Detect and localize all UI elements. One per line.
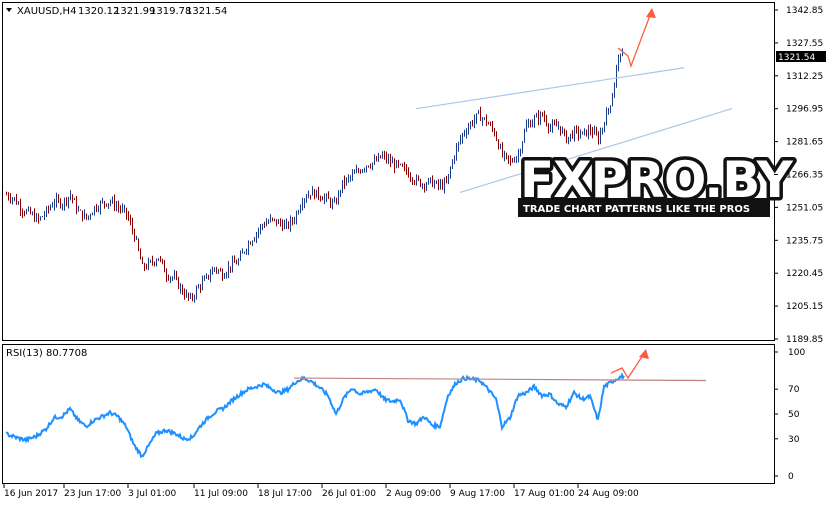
x-tick-label: 3 Jul 01:00 [128,489,177,499]
y-tick-label: 1281.65 [786,138,823,148]
price-tag-box [776,51,826,62]
ohlc-high: 1321.99 [114,6,155,17]
channel-upper-line[interactable] [415,67,685,110]
rsi-arrowhead-icon [639,349,649,359]
x-tick-label: 23 Jun 17:00 [64,489,121,499]
rsi-tick-label: 100 [788,348,805,358]
ohlc-low: 1319.78 [150,6,191,17]
rsi-tick-label: 0 [788,472,794,482]
rsi-tick-label: 50 [788,410,800,420]
rsi-line [5,372,625,459]
ohlc-close: 1321.54 [186,6,227,17]
y-tick-label: 1266.35 [786,171,823,181]
y-tick-label: 1235.75 [786,236,823,246]
logo-tagline: TRADE CHART PATTERNS LIKE THE PROS [523,204,750,215]
rsi-pane-border [2,344,775,484]
rsi-plot-layer [5,349,707,459]
fxpro-logo: FXPRO.BY TRADE CHART PATTERNS LIKE THE P… [517,148,798,217]
rsi-tick-label: 30 [788,435,800,445]
rsi-trendline[interactable] [293,377,707,382]
y-tick-label: 1205.15 [786,302,823,312]
x-tick-label: 24 Aug 09:00 [578,489,639,499]
rsi-forecast-arrow [610,351,646,380]
ohlc-open: 1320.12 [78,6,119,17]
x-tick-label: 26 Jul 01:00 [322,489,376,499]
forecast-arrow [617,9,653,69]
x-tick-label: 9 Aug 17:00 [450,489,505,499]
channel-lower-line[interactable] [459,108,733,194]
y-tick-label: 1342.85 [786,6,823,16]
x-tick-label: 16 Jun 2017 [4,489,58,499]
axes-layer: 1342.85 1327.55 1312.25 1296.95 1281.65 1266.… [3,6,823,499]
x-tick-label: 11 Jul 09:00 [194,489,248,499]
main-plot-layer [6,8,733,303]
y-tick-label: 1251.05 [786,203,823,213]
header-arrow-icon [6,8,12,12]
main-pane-border [2,2,775,341]
y-tick-label: 1296.95 [786,105,823,115]
y-tick-label: 1312.25 [786,72,823,82]
y-tick-label: 1220.45 [786,269,823,279]
current-price-tag: 1321.54 [778,53,815,63]
rsi-tick-label: 70 [788,385,800,395]
x-tick-label: 17 Aug 01:00 [514,489,575,499]
y-tick-label: 1327.55 [786,39,823,49]
y-tick-label: 1189.85 [786,335,823,345]
forecast-arrowhead-icon [646,8,656,18]
chart-symbol-label: XAUUSD,H4 [17,6,76,17]
x-tick-label: 18 Jul 17:00 [258,489,312,499]
x-tick-label: 2 Aug 09:00 [386,489,441,499]
rsi-header-label: RSI(13) 80.7708 [6,348,87,359]
